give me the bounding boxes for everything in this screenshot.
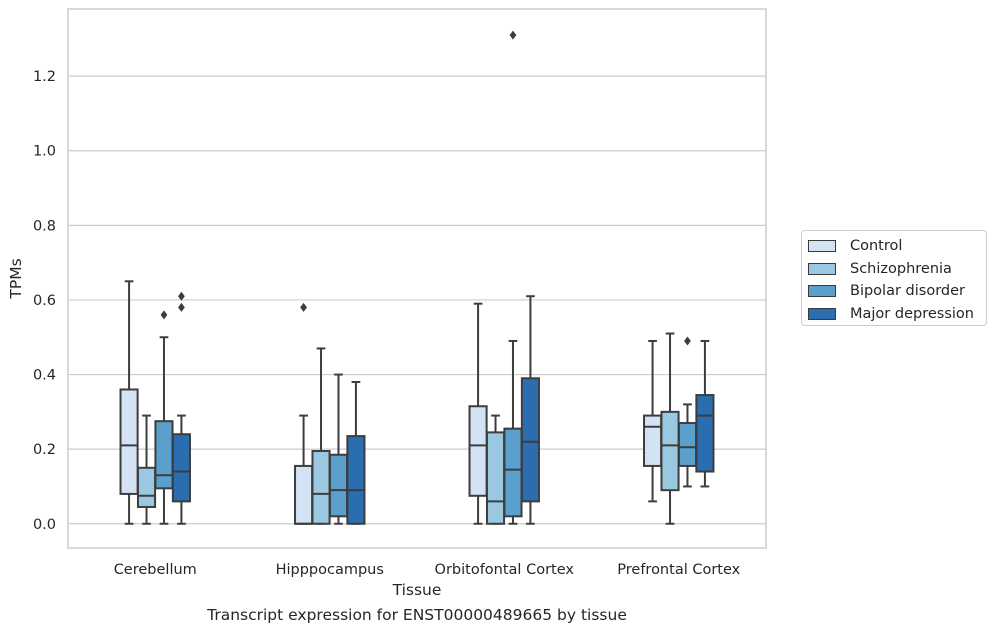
legend-item: Schizophrenia [808, 258, 986, 281]
x-tick-label: Orbitofontal Cortex [435, 562, 575, 578]
outlier-point [160, 310, 168, 320]
box-major-depression [520, 377, 540, 503]
outlier-point [509, 30, 517, 40]
outlier-point [684, 336, 691, 346]
box-schizophrenia [660, 410, 680, 492]
plot-frame [67, 8, 767, 549]
legend-label: Control [850, 238, 903, 255]
box-control [119, 388, 139, 495]
box-bipolar-disorder [503, 427, 523, 518]
y-tick-label: 1.2 [33, 69, 56, 85]
legend-item: Control [808, 235, 986, 258]
box-bipolar-disorder [154, 420, 174, 490]
box-schizophrenia [311, 450, 331, 525]
legend-item: Major depression [808, 303, 986, 326]
box-bipolar-disorder [328, 453, 349, 518]
x-axis-label: Tissue [392, 581, 442, 599]
box-bipolar-disorder [677, 422, 698, 467]
y-tick-label: 0.2 [33, 442, 56, 458]
x-tick-label: Cerebellum [114, 562, 197, 578]
box-major-depression [171, 433, 191, 503]
legend-swatch [808, 240, 836, 253]
y-tick-label: 0.8 [33, 218, 56, 234]
box-major-depression [695, 394, 715, 473]
legend-label: Schizophrenia [850, 260, 952, 277]
y-tick-label: 0.0 [33, 517, 56, 533]
y-tick-label: 0.4 [33, 368, 56, 384]
legend-label: Bipolar disorder [850, 283, 965, 300]
legend-label: Major depression [850, 305, 974, 322]
x-tick-label: Hipppocampus [276, 562, 384, 578]
outlier-point [300, 302, 307, 312]
legend-swatch [808, 262, 836, 275]
outlier-point [178, 291, 185, 301]
legend-swatch [808, 285, 836, 298]
x-tick-label: Prefrontal Cortex [617, 562, 740, 578]
box-control [643, 414, 663, 467]
box-schizophrenia [136, 466, 157, 508]
box-control [294, 464, 314, 525]
y-tick-label: 1.0 [33, 144, 56, 160]
box-schizophrenia [485, 431, 506, 525]
chart-legend: Control Schizophrenia Bipolar disorder Majo… [801, 230, 987, 326]
outlier-point [178, 302, 185, 312]
legend-swatch [808, 307, 836, 320]
y-axis-label: TPMs [7, 258, 25, 299]
chart-caption: Transcript expression for ENST0000048966… [207, 606, 627, 624]
box-control [468, 405, 488, 497]
legend-item: Bipolar disorder [808, 280, 986, 303]
box-major-depression [346, 435, 366, 525]
y-tick-label: 0.6 [33, 293, 56, 309]
